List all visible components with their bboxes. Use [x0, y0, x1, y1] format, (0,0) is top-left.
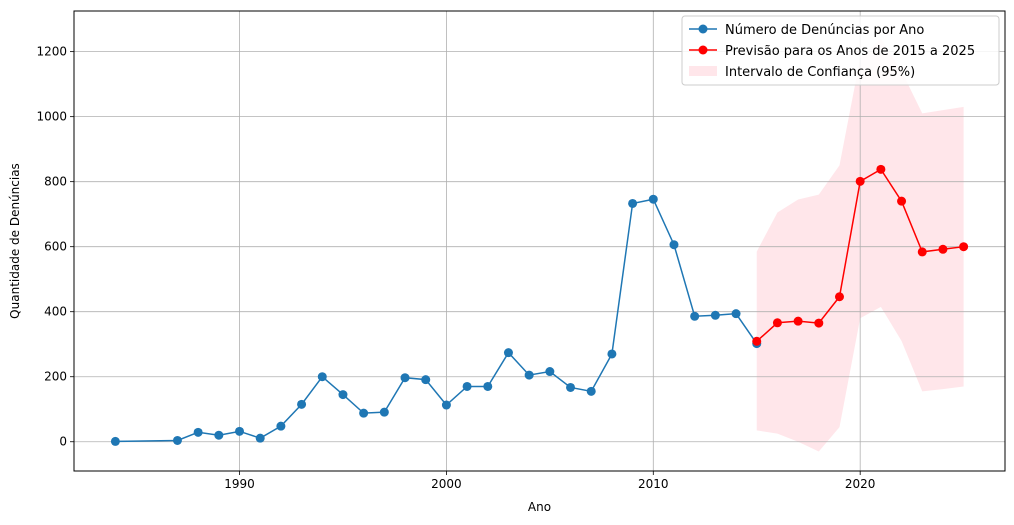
- data-point: [255, 433, 265, 443]
- data-point: [917, 247, 927, 257]
- data-point: [566, 382, 576, 392]
- data-point: [607, 349, 617, 359]
- data-point: [235, 426, 245, 436]
- data-point: [214, 430, 224, 440]
- y-tick-label: 400: [44, 305, 67, 319]
- y-tick-label: 1000: [36, 110, 67, 124]
- data-point: [524, 370, 534, 380]
- data-point: [855, 176, 865, 186]
- data-point: [628, 198, 638, 208]
- data-point: [503, 348, 513, 358]
- plot-frame: [73, 10, 1006, 472]
- x-tick-label: 2020: [845, 477, 876, 491]
- y-tick-label: 1200: [36, 45, 67, 59]
- y-axis-label: Quantidade de Denúncias: [8, 163, 22, 319]
- x-tick-label: 2000: [431, 477, 462, 491]
- data-point: [441, 400, 451, 410]
- legend-box: [681, 15, 1000, 86]
- x-axis-ticks: 1990 2000 2010 2020: [224, 471, 875, 491]
- data-point: [669, 240, 679, 250]
- y-tick-label: 0: [59, 435, 67, 449]
- legend-entry-confidence: Intervalo de Confiança (95%): [689, 65, 915, 80]
- legend-marker-observed: [698, 24, 708, 34]
- data-point: [421, 375, 431, 385]
- data-point: [648, 194, 658, 204]
- legend: Número de Denúncias por Ano Previsão par…: [681, 15, 1000, 86]
- data-point: [193, 427, 203, 437]
- data-point: [462, 381, 472, 391]
- data-point: [338, 390, 348, 400]
- legend-label-confidence: Intervalo de Confiança (95%): [725, 65, 915, 80]
- data-point: [772, 318, 782, 328]
- series-line: [115, 198, 758, 443]
- y-axis-ticks: 0 200 400 600 800 1000 1200: [36, 45, 74, 449]
- x-axis-label: Ano: [528, 500, 551, 514]
- data-point: [834, 292, 844, 302]
- legend-label-forecast: Previsão para os Anos de 2015 a 2025: [725, 44, 975, 59]
- data-point: [793, 316, 803, 326]
- data-point: [752, 336, 762, 346]
- series-1: [752, 164, 969, 346]
- data-point: [317, 372, 327, 382]
- legend-entry-observed: Número de Denúncias por Ano: [689, 23, 924, 38]
- data-point: [359, 408, 369, 418]
- data-point: [897, 196, 907, 206]
- y-tick-label: 800: [44, 175, 67, 189]
- series-layer: [110, 164, 969, 446]
- data-point: [959, 242, 969, 252]
- data-point: [400, 373, 410, 383]
- data-point: [379, 407, 389, 417]
- legend-marker-forecast: [698, 45, 708, 55]
- data-point: [586, 386, 596, 396]
- data-point: [172, 435, 182, 445]
- x-tick-label: 2010: [638, 477, 669, 491]
- data-point: [483, 381, 493, 391]
- data-point: [110, 436, 120, 446]
- grid-layer: [74, 11, 1005, 471]
- data-point: [710, 310, 720, 320]
- legend-patch-confidence: [689, 66, 717, 76]
- series-0: [110, 194, 762, 446]
- y-tick-label: 600: [44, 240, 67, 254]
- legend-label-observed: Número de Denúncias por Ano: [725, 23, 924, 38]
- data-point: [297, 399, 307, 409]
- data-point: [690, 311, 700, 321]
- data-point: [276, 421, 286, 431]
- data-point: [938, 244, 948, 254]
- y-tick-label: 200: [44, 370, 67, 384]
- x-tick-label: 1990: [224, 477, 255, 491]
- legend-entry-forecast: Previsão para os Anos de 2015 a 2025: [689, 44, 975, 59]
- data-point: [731, 309, 741, 319]
- data-point: [876, 164, 886, 174]
- data-point: [545, 367, 555, 377]
- data-point: [814, 318, 824, 328]
